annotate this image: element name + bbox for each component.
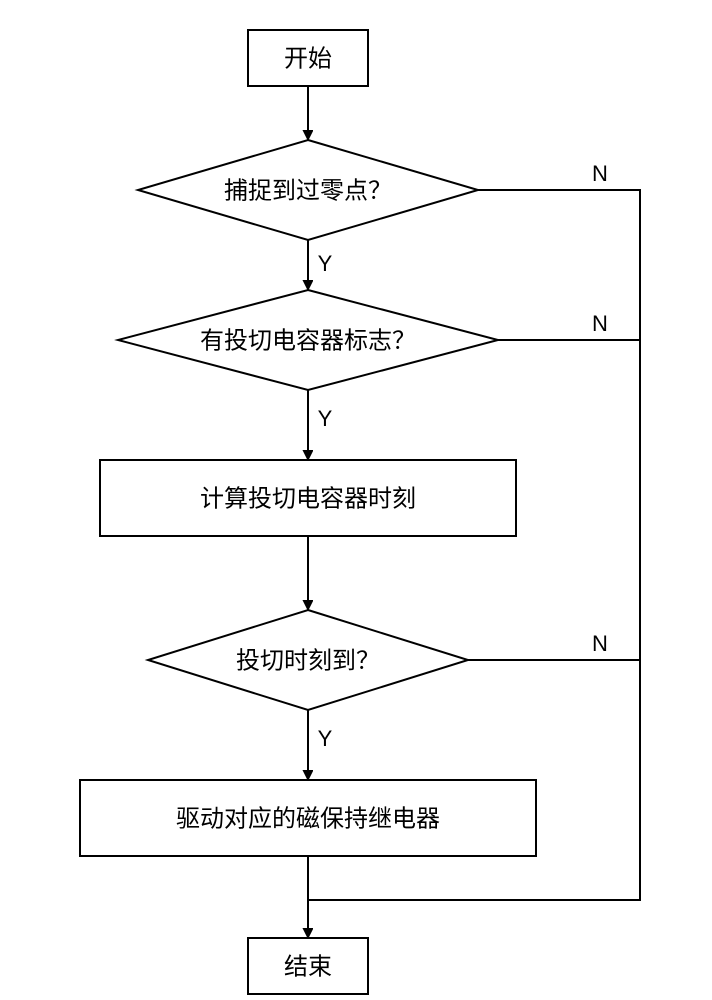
flow-node-label: 驱动对应的磁保持继电器 [176,805,440,832]
edge-label: Y [318,251,333,276]
edge-label: Y [318,406,333,431]
edge-label: N [592,161,608,186]
edge-label: N [592,311,608,336]
flow-node-label: 捕捉到过零点？ [224,177,392,204]
flow-node-label: 投切时刻到？ [236,647,380,674]
flow-node-label: 计算投切电容器时刻 [200,485,416,512]
edge-label: N [592,631,608,656]
flow-edge [308,190,640,900]
flow-node-label: 开始 [284,45,332,72]
flow-node-label: 有投切电容器标志？ [200,327,416,354]
edge-label: Y [318,726,333,751]
flow-node-label: 结束 [284,953,332,980]
